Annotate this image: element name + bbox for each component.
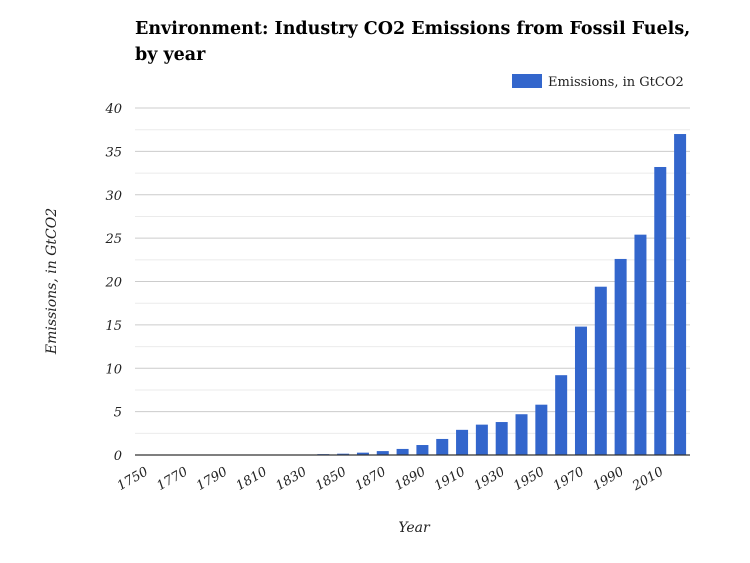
bar-1910 <box>456 429 469 455</box>
bar-1980 <box>594 286 607 455</box>
y-tick-label: 0 <box>114 449 122 464</box>
y-tick-label: 35 <box>105 145 122 160</box>
bar-1960 <box>555 375 568 455</box>
bar-1930 <box>495 422 508 455</box>
bar-1900 <box>436 438 449 455</box>
bar-2010 <box>654 166 667 456</box>
bar-1990 <box>614 258 627 455</box>
chart-title-line-1: Environment: Industry CO2 Emissions from… <box>135 19 690 39</box>
y-tick-label: 20 <box>104 276 122 291</box>
x-tick-label: 1770 <box>154 464 190 494</box>
bar-1860 <box>356 452 369 455</box>
y-tick-label: 25 <box>104 232 122 247</box>
x-tick-label: 1830 <box>273 464 309 494</box>
y-axis-label: Emissions, in GtCO2 <box>44 208 60 355</box>
x-tick-label: 1790 <box>194 464 230 494</box>
bar-1850 <box>337 453 350 455</box>
legend-swatch <box>512 74 542 88</box>
y-tick-label: 10 <box>105 362 122 377</box>
x-tick-label: 2010 <box>629 464 666 494</box>
x-tick-label: 1930 <box>472 464 508 494</box>
bar-2020 <box>674 134 687 455</box>
bar-1870 <box>376 451 389 455</box>
bar-2000 <box>634 234 647 455</box>
y-tick-label: 40 <box>104 102 122 117</box>
y-tick-label: 30 <box>105 189 122 204</box>
x-axis-label: Year <box>398 520 431 536</box>
bar-1890 <box>416 445 429 455</box>
bar-1880 <box>396 448 409 455</box>
x-tick-label: 1750 <box>115 464 151 494</box>
x-tick-label: 1910 <box>432 464 468 494</box>
chart-title-line-2: by year <box>135 45 206 65</box>
x-tick-label: 1890 <box>392 464 428 494</box>
x-tick-label: 1810 <box>234 464 270 494</box>
y-tick-label: 15 <box>105 319 122 334</box>
x-tick-label: 1850 <box>313 464 349 494</box>
y-tick-label: 5 <box>114 406 122 421</box>
x-tick-label: 1950 <box>511 464 547 494</box>
bar-1950 <box>535 404 548 455</box>
x-tick-label: 1970 <box>551 464 587 494</box>
bar-1970 <box>574 326 587 455</box>
bar-1940 <box>515 414 528 455</box>
bar-1920 <box>475 424 488 455</box>
x-tick-label: 1870 <box>353 464 389 494</box>
x-tick-label: 1990 <box>590 464 626 494</box>
legend: Emissions, in GtCO2 <box>512 74 684 90</box>
legend-label: Emissions, in GtCO2 <box>548 75 684 90</box>
